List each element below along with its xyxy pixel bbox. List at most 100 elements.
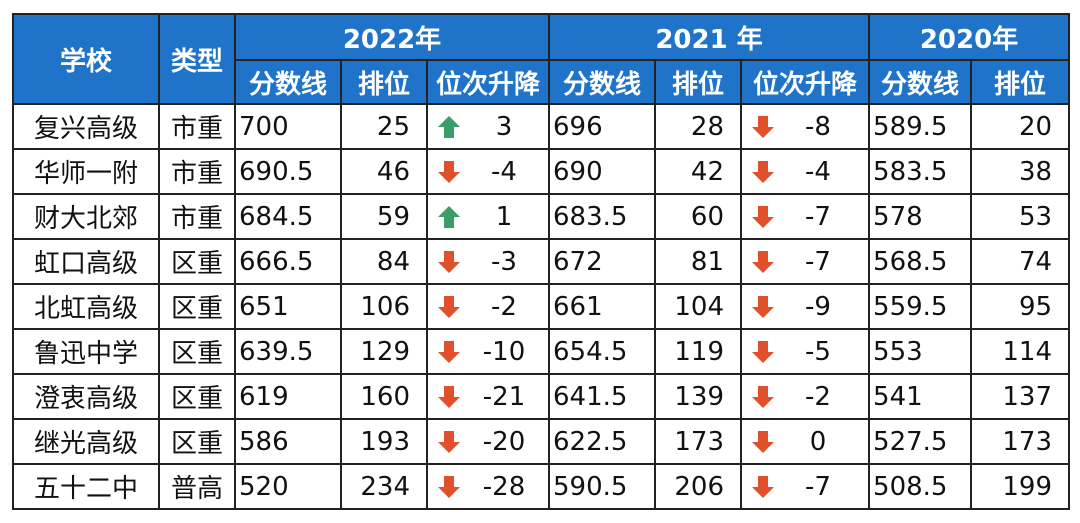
rank-2021: 60 [654, 193, 743, 240]
school-type: 普高 [158, 463, 236, 510]
rank-2022: 84 [340, 238, 428, 285]
change-2021: -8 [740, 103, 871, 150]
rank-2020: 137 [970, 373, 1071, 420]
rank-2020: 173 [970, 418, 1071, 465]
score-2021: 661 [548, 283, 657, 330]
down-arrow-icon [750, 204, 776, 230]
score-2020: 553 [868, 328, 973, 375]
table-row: 鲁迅中学 区重 639.5 129 -10 654.5 119 -5 553 114 [12, 328, 1071, 375]
header-score-2020: 分数线 [868, 59, 973, 105]
rank-2020: 199 [970, 463, 1071, 510]
score-2022: 690.5 [234, 148, 342, 195]
rank-change-value: -3 [491, 246, 517, 277]
down-arrow-icon [436, 294, 462, 320]
change-2022: -21 [425, 373, 551, 420]
change-2022: -2 [425, 283, 551, 330]
header-year-2021: 2021 年 [548, 13, 871, 61]
score-2021: 672 [548, 238, 657, 285]
down-arrow-icon [436, 249, 462, 275]
rank-2022: 129 [340, 328, 428, 375]
rank-2022: 106 [340, 283, 428, 330]
header-year-2020: 2020年 [868, 13, 1071, 61]
school-type: 区重 [158, 418, 236, 465]
down-arrow-icon [750, 429, 776, 455]
school-type: 区重 [158, 238, 236, 285]
score-2020: 541 [868, 373, 973, 420]
score-2022: 684.5 [234, 193, 342, 240]
change-2021: -7 [740, 193, 871, 240]
change-2021: -4 [740, 148, 871, 195]
change-2021: 0 [740, 418, 871, 465]
header-type: 类型 [158, 13, 236, 105]
rank-2020: 74 [970, 238, 1071, 285]
score-2020: 508.5 [868, 463, 973, 510]
school-name: 复兴高级 [12, 103, 160, 150]
change-2022: -20 [425, 418, 551, 465]
down-arrow-icon [436, 474, 462, 500]
header-change-2022: 位次升降 [425, 59, 551, 105]
rank-2021: 104 [654, 283, 743, 330]
rank-change-value: 1 [495, 201, 513, 232]
header-score-2021: 分数线 [548, 59, 657, 105]
change-2021: -9 [740, 283, 871, 330]
rank-change-value: -10 [482, 336, 526, 367]
score-2022: 586 [234, 418, 342, 465]
down-arrow-icon [750, 114, 776, 140]
score-2022: 651 [234, 283, 342, 330]
rank-2022: 234 [340, 463, 428, 510]
change-2021: -2 [740, 373, 871, 420]
score-2021: 683.5 [548, 193, 657, 240]
rank-2022: 46 [340, 148, 428, 195]
score-2022: 666.5 [234, 238, 342, 285]
score-2022: 520 [234, 463, 342, 510]
rank-2022: 59 [340, 193, 428, 240]
school-type: 市重 [158, 148, 236, 195]
up-arrow-icon [436, 204, 462, 230]
rank-change-value: -7 [805, 471, 831, 502]
school-type: 区重 [158, 283, 236, 330]
change-2021: -7 [740, 238, 871, 285]
school-name: 鲁迅中学 [12, 328, 160, 375]
score-2020: 568.5 [868, 238, 973, 285]
rank-change-value: -2 [491, 291, 517, 322]
header-year-2022: 2022年 [233, 13, 551, 61]
header-rank-2020: 排位 [970, 59, 1071, 105]
rank-2022: 160 [340, 373, 428, 420]
school-name: 华师一附 [12, 148, 160, 195]
rank-change-value: -4 [805, 156, 831, 187]
rank-change-value: 3 [495, 111, 513, 142]
rank-2021: 119 [654, 328, 743, 375]
table-row: 北虹高级 区重 651 106 -2 661 104 -9 559.5 95 [12, 283, 1071, 330]
down-arrow-icon [750, 294, 776, 320]
rank-change-value: -9 [805, 291, 831, 322]
up-arrow-icon [436, 114, 462, 140]
school-name: 财大北郊 [12, 193, 160, 240]
down-arrow-icon [436, 159, 462, 185]
down-arrow-icon [750, 474, 776, 500]
table-row: 华师一附 市重 690.5 46 -4 690 42 -4 583.5 38 [12, 148, 1071, 195]
score-2020: 578 [868, 193, 973, 240]
school-type: 市重 [158, 193, 236, 240]
table-row: 复兴高级 市重 700 25 3 696 28 -8 589.5 20 [12, 103, 1071, 150]
rank-2020: 95 [970, 283, 1071, 330]
school-name: 继光高级 [12, 418, 160, 465]
rank-change-value: -8 [805, 111, 831, 142]
school-name: 虹口高级 [12, 238, 160, 285]
rank-2020: 53 [970, 193, 1071, 240]
score-2020: 559.5 [868, 283, 973, 330]
table-row: 五十二中 普高 520 234 -28 590.5 206 -7 508.5 199 [12, 463, 1071, 510]
change-2022: -3 [425, 238, 551, 285]
school-name: 澄衷高级 [12, 373, 160, 420]
table-row: 虹口高级 区重 666.5 84 -3 672 81 -7 568.5 74 [12, 238, 1071, 285]
rank-2020: 20 [970, 103, 1071, 150]
score-2021: 590.5 [548, 463, 657, 510]
score-2022: 700 [234, 103, 342, 150]
rank-2020: 114 [970, 328, 1071, 375]
rank-2020: 38 [970, 148, 1071, 195]
rank-2021: 81 [654, 238, 743, 285]
rank-2022: 25 [340, 103, 428, 150]
header-school: 学校 [12, 13, 160, 105]
score-2021: 622.5 [548, 418, 657, 465]
rank-change-value: -21 [482, 381, 526, 412]
change-2022: -4 [425, 148, 551, 195]
